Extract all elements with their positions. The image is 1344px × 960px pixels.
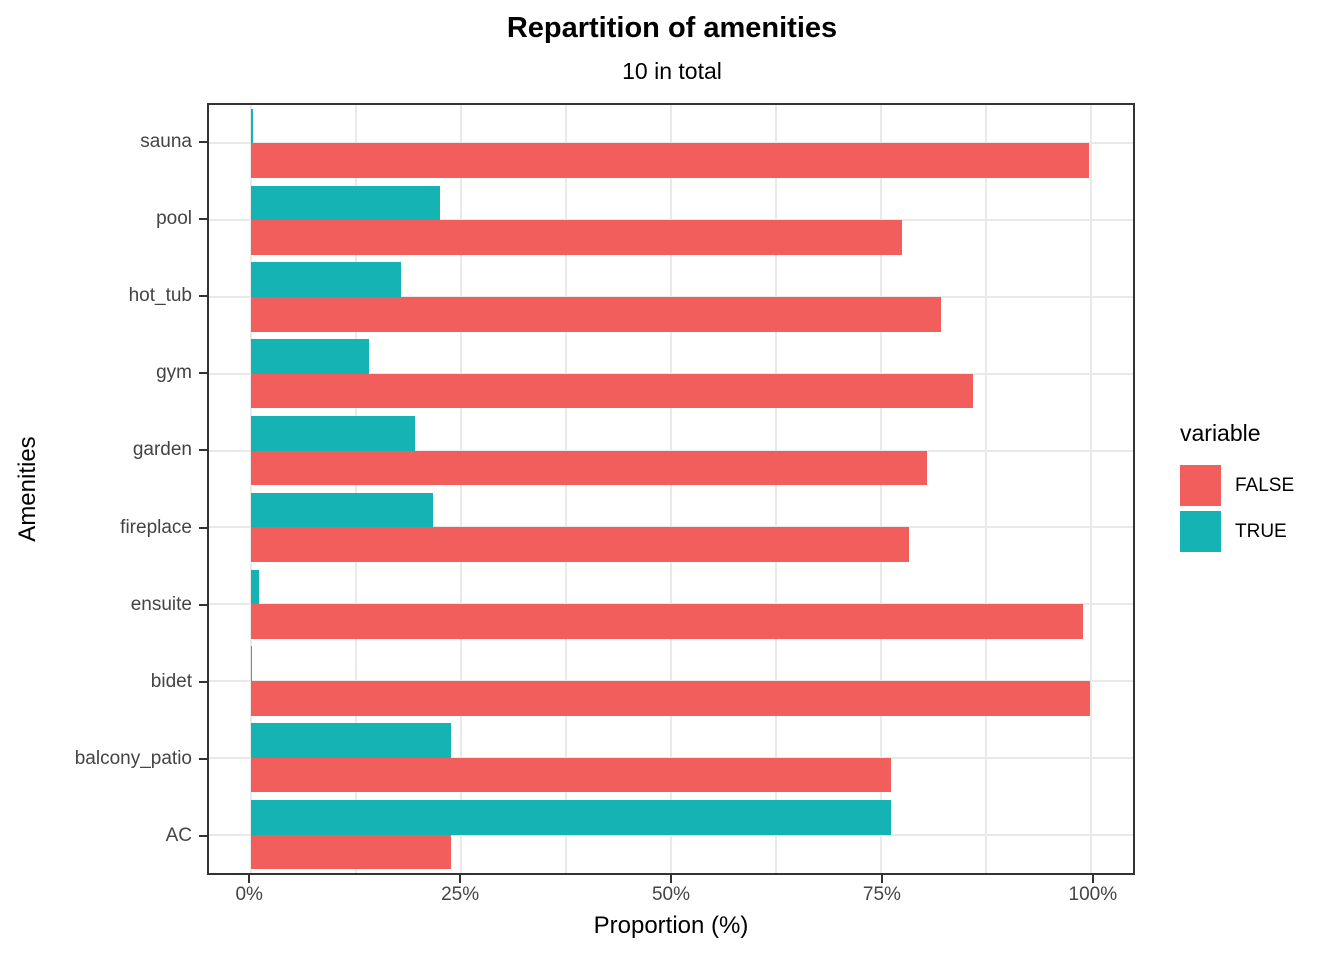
y-tick-label-AC: AC (165, 825, 192, 847)
bar-pool-false (251, 220, 902, 255)
bar-pool-true (251, 185, 440, 221)
chart-title: Repartition of amenities (506, 12, 838, 44)
bar-gym-true (251, 339, 370, 374)
y-tick-label-pool: pool (156, 207, 192, 229)
y-tick-label-bidet: bidet (150, 671, 192, 692)
bar-bidet-true (251, 646, 252, 681)
x-tick-75 (880, 875, 883, 883)
gridline-x-12.5 (355, 105, 357, 873)
legend-swatch-false (1180, 465, 1221, 506)
y-tick-hot_tub (199, 295, 207, 297)
y-tick-bidet (199, 681, 207, 683)
legend-title: variable (1180, 420, 1261, 446)
x-tick-0 (248, 875, 251, 883)
y-tick-label-sauna: sauna (140, 130, 192, 152)
legend-entry-true: TRUE (1180, 511, 1294, 552)
legend-entry-false: FALSE (1180, 465, 1294, 506)
bar-AC-true (251, 800, 892, 835)
legend-label-false: FALSE (1235, 474, 1295, 496)
x-tick-label-50: 50% (651, 884, 691, 905)
gridline-x-25 (460, 105, 462, 873)
y-tick-AC (199, 835, 207, 838)
bar-fireplace-false (251, 527, 909, 562)
gridline-x-62.5 (775, 105, 777, 873)
y-tick-label-gym: gym (156, 362, 192, 384)
bar-ensuite-false (251, 604, 1084, 639)
bar-ensuite-true (251, 569, 259, 605)
gridline-y-AC (209, 833, 1133, 836)
bar-hot_tub-false (251, 297, 941, 332)
gridline-x-37.5 (565, 105, 567, 873)
gridline-x-0 (250, 105, 252, 873)
y-tick-sauna (199, 140, 207, 143)
x-tick-25 (459, 875, 462, 883)
gridline-x-50 (670, 105, 672, 873)
y-tick-pool (199, 217, 207, 220)
legend: variable FALSE TRUE (1180, 420, 1294, 557)
y-tick-label-balcony_patio: balcony_patio (74, 748, 192, 770)
x-tick-label-100: 100% (1068, 884, 1118, 905)
plot-panel (207, 103, 1135, 875)
gridline-x-100 (1090, 105, 1092, 873)
y-tick-label-hot_tub: hot_tub (128, 285, 192, 306)
x-tick-label-0: 0% (235, 884, 263, 905)
bar-balcony_patio-false (251, 757, 892, 793)
chart-subtitle: 10 in total (622, 58, 722, 84)
y-tick-label-garden: garden (132, 439, 192, 461)
x-tick-label-75: 75% (862, 884, 901, 905)
bar-garden-false (251, 450, 928, 486)
legend-label-true: TRUE (1235, 520, 1287, 542)
x-tick-50 (670, 875, 672, 883)
x-axis-title: Proportion (%) (593, 912, 749, 939)
legend-swatch-true (1180, 511, 1221, 552)
y-tick-label-fireplace: fireplace (120, 516, 192, 538)
legend-entries: FALSE TRUE (1180, 465, 1294, 552)
bar-sauna-false (251, 143, 1090, 178)
gridline-x-87.5 (985, 105, 987, 873)
x-tick-label-25: 25% (441, 884, 480, 905)
bar-gym-false (251, 373, 973, 409)
bar-balcony_patio-true (251, 723, 451, 758)
gridline-x-75 (880, 105, 882, 873)
y-tick-balcony_patio (199, 758, 207, 761)
bar-garden-true (251, 416, 415, 451)
y-tick-garden (199, 449, 207, 452)
bar-AC-false (251, 834, 451, 870)
y-tick-fireplace (199, 526, 207, 529)
y-tick-label-ensuite: ensuite (130, 593, 192, 615)
bar-bidet-false (251, 681, 1091, 716)
bar-hot_tub-true (251, 262, 402, 297)
bar-fireplace-true (251, 492, 434, 528)
x-tick-100 (1091, 875, 1094, 883)
y-tick-ensuite (199, 603, 207, 606)
bar-sauna-true (251, 108, 253, 144)
y-tick-gym (199, 372, 207, 375)
